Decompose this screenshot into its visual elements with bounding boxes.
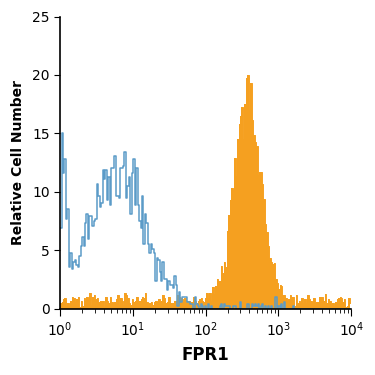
X-axis label: FPR1: FPR1 [182,346,230,364]
Y-axis label: Relative Cell Number: Relative Cell Number [11,80,25,245]
